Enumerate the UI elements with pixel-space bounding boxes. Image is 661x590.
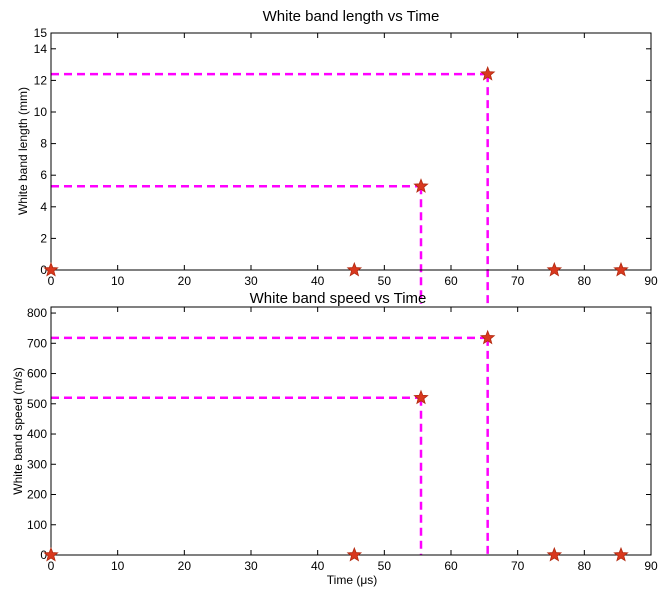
length-chart-ticks: 0 10 20 30 40 50 60 70 80 90 0 2 4 6 8 10 12 14 15 (34, 26, 658, 288)
speed-x-tick-label: 0 (48, 559, 55, 573)
speed-y-tick-label: 600 (27, 367, 47, 381)
length-x-tick-label: 30 (244, 274, 258, 288)
length-chart-markers (43, 65, 629, 277)
length-y-tick-label: 14 (34, 42, 48, 56)
length-x-tick-label: 60 (444, 274, 458, 288)
length-data-point (613, 261, 629, 277)
length-y-tick-label: 8 (40, 137, 47, 151)
speed-data-point (346, 546, 363, 562)
length-y-tick-label: 0 (40, 263, 47, 277)
speed-chart-title: White band speed vs Time (250, 290, 427, 307)
length-x-tick-label: 0 (48, 274, 55, 288)
speed-data-point (546, 546, 563, 562)
length-y-tick-label: 15 (34, 26, 48, 40)
length-chart-y-axis-label: White band length (mm) (16, 87, 30, 215)
speed-chart-guides (51, 336, 489, 555)
speed-chart-panel: 0 10 20 30 40 50 60 70 80 90 0 100 200 300 400 500 600 70… (11, 290, 658, 587)
speed-x-tick-label: 30 (244, 559, 258, 573)
speed-chart-axes-box (50, 306, 652, 556)
speed-chart-y-axis-label: White band speed (m/s) (11, 367, 25, 494)
speed-x-tick-label: 80 (578, 559, 592, 573)
length-x-tick-label: 20 (178, 274, 192, 288)
length-x-tick-label: 50 (378, 274, 392, 288)
length-x-tick-label: 40 (311, 274, 325, 288)
speed-x-tick-label: 60 (444, 559, 458, 573)
speed-y-tick-label: 700 (27, 336, 47, 350)
speed-x-tick-label: 90 (644, 559, 658, 573)
speed-x-tick-label: 50 (378, 559, 392, 573)
length-y-tick-label: 12 (34, 73, 48, 87)
speed-x-tick-label: 70 (511, 559, 525, 573)
length-y-tick-label: 6 (40, 168, 47, 182)
speed-data-point (43, 546, 59, 562)
length-data-point (43, 261, 59, 277)
length-chart-title: White band length vs Time (263, 8, 440, 25)
length-chart-axes-box (50, 32, 652, 271)
length-x-tick-label: 10 (111, 274, 125, 288)
speed-x-tick-label: 40 (311, 559, 325, 573)
speed-x-tick-label: 20 (178, 559, 192, 573)
speed-data-point (413, 389, 429, 405)
speed-y-tick-label: 0 (40, 548, 47, 562)
length-y-tick-label: 2 (40, 231, 47, 245)
speed-data-point (613, 546, 629, 562)
length-x-tick-label: 80 (578, 274, 592, 288)
length-data-point (346, 261, 363, 277)
speed-chart-ticks: 0 10 20 30 40 50 60 70 80 90 0 100 200 300 400 500 600 70… (27, 306, 658, 573)
speed-y-tick-label: 500 (27, 397, 47, 411)
length-y-tick-label: 10 (34, 105, 48, 119)
length-data-point (413, 178, 429, 193)
speed-chart-x-axis-label: Time (μs) (327, 573, 377, 587)
speed-data-point (479, 329, 496, 345)
speed-y-tick-label: 400 (27, 427, 47, 441)
speed-y-tick-label: 800 (27, 306, 47, 320)
length-chart-guides (51, 72, 489, 304)
length-chart-panel: White band length vs Time White band len… (16, 8, 658, 304)
length-y-tick-label: 4 (40, 200, 47, 214)
speed-chart-markers (43, 329, 629, 562)
speed-y-tick-label: 100 (27, 518, 47, 532)
speed-y-tick-label: 300 (27, 457, 47, 471)
length-data-point (546, 261, 563, 277)
length-data-point (479, 65, 496, 81)
speed-x-tick-label: 10 (111, 559, 125, 573)
length-x-tick-label: 90 (644, 274, 658, 288)
speed-y-tick-label: 200 (27, 488, 47, 502)
length-x-tick-label: 70 (511, 274, 525, 288)
